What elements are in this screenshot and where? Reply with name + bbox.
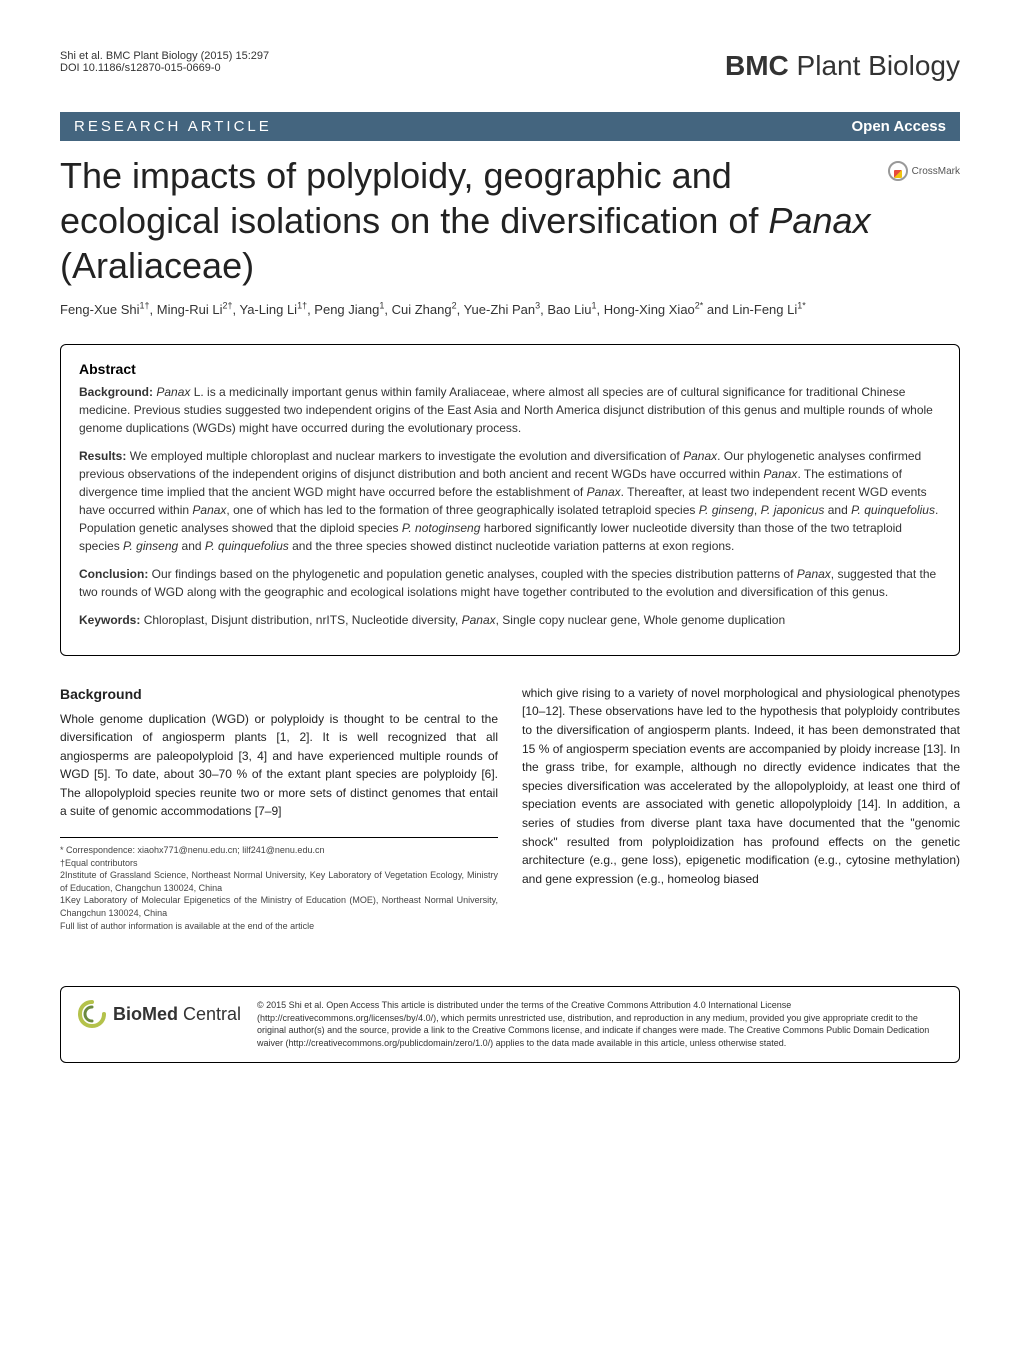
author-list: Feng-Xue Shi1†, Ming-Rui Li2†, Ya-Ling L… <box>60 300 960 320</box>
header: Shi et al. BMC Plant Biology (2015) 15:2… <box>60 50 960 82</box>
license-text: © 2015 Shi et al. Open Access This artic… <box>257 999 943 1049</box>
col1-text: Whole genome duplication (WGD) or polypl… <box>60 710 498 822</box>
journal-name-rest: Plant Biology <box>789 50 960 81</box>
body-columns: Background Whole genome duplication (WGD… <box>60 684 960 932</box>
bmc-logo-text: BioMed Central <box>113 1004 241 1025</box>
conclusion-label: Conclusion: <box>79 567 152 581</box>
article-type-label: RESEARCH ARTICLE <box>74 118 272 135</box>
open-access-label: Open Access <box>852 118 947 135</box>
citation-line-2: DOI 10.1186/s12870-015-0669-0 <box>60 62 269 74</box>
abstract-keywords: Keywords: Chloroplast, Disjunt distribut… <box>79 611 941 629</box>
crossmark-badge[interactable]: CrossMark <box>888 153 960 181</box>
article-title: The impacts of polyploidy, geographic an… <box>60 153 876 288</box>
affiliation-2: 2Institute of Grassland Science, Northea… <box>60 869 498 894</box>
background-heading: Background <box>60 684 498 706</box>
footnotes: * Correspondence: xiaohx771@nenu.edu.cn;… <box>60 837 498 932</box>
title-family: (Araliaceae) <box>60 245 254 286</box>
title-text: The impacts of polyploidy, geographic an… <box>60 155 768 241</box>
crossmark-icon <box>888 161 908 181</box>
abstract-results: Results: We employed multiple chloroplas… <box>79 447 941 555</box>
col2-text: which give rising to a variety of novel … <box>522 684 960 889</box>
bmc-swirl-icon <box>77 999 107 1029</box>
correspondence: * Correspondence: xiaohx771@nenu.edu.cn;… <box>60 844 498 857</box>
background-label: Background: <box>79 385 156 399</box>
column-right: which give rising to a variety of novel … <box>522 684 960 932</box>
abstract-heading: Abstract <box>79 361 941 377</box>
article-type-banner: RESEARCH ARTICLE Open Access <box>60 112 960 141</box>
citation-line-1: Shi et al. BMC Plant Biology (2015) 15:2… <box>60 50 269 62</box>
citation-block: Shi et al. BMC Plant Biology (2015) 15:2… <box>60 50 269 74</box>
journal-logo: BMC Plant Biology <box>725 50 960 82</box>
authors-text: Feng-Xue Shi1†, Ming-Rui Li2†, Ya-Ling L… <box>60 302 806 317</box>
results-label: Results: <box>79 449 130 463</box>
crossmark-label: CrossMark <box>912 166 960 177</box>
title-genus: Panax <box>768 200 870 241</box>
column-left: Background Whole genome duplication (WGD… <box>60 684 498 932</box>
abstract-background: Background: Panax L. is a medicinally im… <box>79 383 941 437</box>
affiliation-1: 1Key Laboratory of Molecular Epigenetics… <box>60 894 498 919</box>
abstract-box: Abstract Background: Panax L. is a medic… <box>60 344 960 656</box>
biomed-central-logo: BioMed Central <box>77 999 241 1029</box>
equal-contrib: †Equal contributors <box>60 857 498 870</box>
journal-name-bold: BMC <box>725 50 789 81</box>
abstract-conclusion: Conclusion: Our findings based on the ph… <box>79 565 941 601</box>
license-footer: BioMed Central © 2015 Shi et al. Open Ac… <box>60 986 960 1062</box>
keywords-label: Keywords: <box>79 613 144 627</box>
full-list-note: Full list of author information is avail… <box>60 920 498 933</box>
